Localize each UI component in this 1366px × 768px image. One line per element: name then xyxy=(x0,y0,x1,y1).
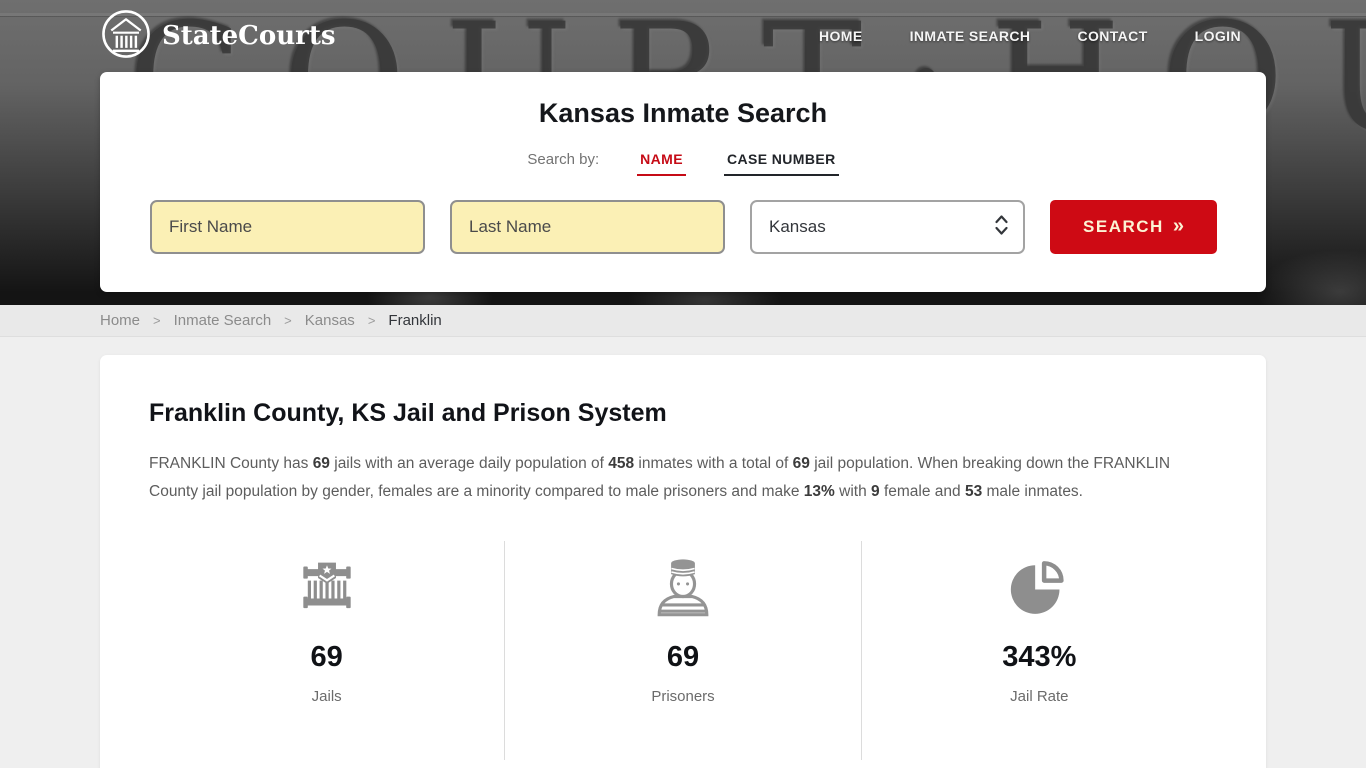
county-summary-paragraph: FRANKLIN County has 69 jails with an ave… xyxy=(149,455,1171,500)
brand-logo[interactable]: StateCourts xyxy=(100,8,335,65)
stat-jails: 69 Jails xyxy=(149,541,504,760)
stat-jail-rate-value: 343% xyxy=(1002,641,1077,673)
stat-prisoners: 69 Prisoners xyxy=(504,541,860,760)
nav-inmate-search[interactable]: INMATE SEARCH xyxy=(909,28,1031,44)
nav-home[interactable]: HOME xyxy=(819,28,863,44)
breadcrumb-separator-icon: > xyxy=(367,313,376,328)
nav-contact[interactable]: CONTACT xyxy=(1077,28,1148,44)
search-form: Kansas SEARCH » xyxy=(100,200,1266,254)
tab-case-number[interactable]: CASE NUMBER xyxy=(723,151,839,176)
hero-header: COURT·HOUSE StateCourts HOME INM xyxy=(0,0,1366,305)
search-by-tabs: Search by: NAME CASE NUMBER xyxy=(100,151,1266,176)
nav-login[interactable]: LOGIN xyxy=(1194,28,1241,44)
search-button-label: SEARCH xyxy=(1083,217,1164,236)
top-navigation-bar: StateCourts HOME INMATE SEARCH CONTACT L… xyxy=(100,0,1266,72)
state-select[interactable]: Kansas xyxy=(750,200,1025,254)
stat-jails-value: 69 xyxy=(310,641,343,673)
breadcrumb-separator-icon: > xyxy=(284,313,292,328)
stat-jail-rate-label: Jail Rate xyxy=(1010,688,1069,705)
brand-name: StateCourts xyxy=(162,21,336,51)
breadcrumb-inmate-search[interactable]: Inmate Search xyxy=(173,312,272,329)
stat-prisoners-label: Prisoners xyxy=(651,688,715,705)
breadcrumb-current-franklin: Franklin xyxy=(388,312,442,329)
inmate-search-card: Kansas Inmate Search Search by: NAME CAS… xyxy=(100,72,1266,292)
jail-icon xyxy=(159,541,494,619)
pie-chart-icon xyxy=(872,541,1207,619)
county-stats: 69 Jails 69 Prisoners xyxy=(149,541,1217,760)
first-name-input[interactable] xyxy=(150,200,425,254)
select-stepper-icon xyxy=(994,213,1009,242)
county-info-card: Franklin County, KS Jail and Prison Syst… xyxy=(100,355,1266,768)
breadcrumb: Home > Inmate Search > Kansas > Franklin xyxy=(100,312,1266,329)
breadcrumb-separator-icon: > xyxy=(153,313,161,328)
last-name-input[interactable] xyxy=(450,200,725,254)
breadcrumb-kansas[interactable]: Kansas xyxy=(304,312,355,329)
courthouse-logo-icon xyxy=(100,8,152,65)
search-card-title: Kansas Inmate Search xyxy=(538,98,828,128)
search-button[interactable]: SEARCH » xyxy=(1050,200,1217,254)
stat-prisoners-value: 69 xyxy=(666,641,700,673)
breadcrumb-home[interactable]: Home xyxy=(100,312,141,329)
prisoner-icon xyxy=(515,541,850,619)
page-title: Franklin County, KS Jail and Prison Syst… xyxy=(149,399,667,427)
breadcrumb-bar: Home > Inmate Search > Kansas > Franklin xyxy=(0,305,1366,337)
double-chevron-icon: » xyxy=(1172,214,1184,237)
tab-name[interactable]: NAME xyxy=(637,151,686,176)
search-by-label: Search by: xyxy=(527,151,600,168)
main-nav: HOME INMATE SEARCH CONTACT LOGIN xyxy=(819,28,1266,44)
stat-jail-rate: 343% Jail Rate xyxy=(860,541,1217,760)
state-select-value: Kansas xyxy=(769,217,826,236)
stat-jails-label: Jails xyxy=(311,688,342,705)
